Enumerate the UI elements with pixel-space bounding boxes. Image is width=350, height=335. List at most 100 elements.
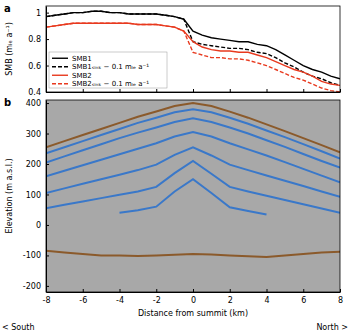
tick-mark: [120, 289, 121, 292]
plot-frame: [46, 100, 340, 292]
tick-mark: [230, 89, 231, 92]
tick-mark: [340, 289, 341, 292]
tick: 0: [36, 221, 49, 230]
tick-label: -6: [79, 296, 87, 305]
tick: 2: [228, 289, 233, 305]
legend-label: SMB2: [72, 72, 92, 80]
tick: [156, 89, 157, 92]
tick: -200: [23, 282, 49, 291]
legend-swatch: [52, 75, 68, 76]
tick-mark: [83, 89, 84, 92]
tick-label: 1: [36, 9, 41, 18]
tick-mark: [46, 134, 49, 135]
plot-area: [46, 11, 340, 92]
tick-label: -4: [116, 296, 124, 305]
tick-label: -200: [23, 282, 41, 291]
legend-swatch: [52, 58, 68, 59]
tick-mark: [340, 89, 341, 92]
y-axis-title: Elevation (m a.s.l.): [5, 158, 14, 233]
tick-label: 0.8: [28, 35, 41, 44]
series-line: [46, 251, 340, 257]
tick: [267, 89, 268, 92]
panel-0: 0.4 0.6 0.8 1 a SMB (mᵢₑ a⁻¹) SMB1SMB1ₛᵢₙₖ − 0…: [4, 3, 341, 97]
tick: 8: [338, 289, 343, 305]
legend-swatch: [52, 66, 68, 67]
tick-label: 0.6: [28, 62, 41, 71]
series-line: [46, 11, 340, 85]
tick-label: 300: [26, 130, 41, 139]
plot-area: [46, 103, 340, 257]
tick: -100: [23, 251, 49, 260]
y-axis: -200 -100 0 100 200 300 400: [23, 99, 49, 292]
panel-1: -8 -6 -4 -2 0 2 4 6 8 -200 -100 0 100 200 300 400 b Eleva…: [2, 97, 348, 332]
axis-line: [46, 7, 47, 93]
tick-label: 400: [26, 99, 41, 108]
x-axis: -8 -6 -4 -2 0 2 4 6 8: [43, 289, 344, 305]
tick-mark: [46, 103, 49, 104]
tick-mark: [46, 225, 49, 226]
tick: [230, 89, 231, 92]
tick: 4: [264, 289, 269, 305]
tick-mark: [120, 89, 121, 92]
legend-label: SMB1: [72, 55, 92, 63]
tick-label: 0: [191, 296, 196, 305]
tick: -2: [153, 289, 161, 305]
series-line: [46, 23, 340, 85]
series-line: [120, 179, 267, 214]
tick-label: 0.4: [28, 88, 41, 97]
tick-mark: [193, 89, 194, 92]
tick-label: 2: [228, 296, 233, 305]
series-line: [46, 132, 340, 182]
legend-label: SMB1ₛᵢₙₖ − 0.1 mᵢₑ a⁻¹: [72, 63, 149, 71]
tick-mark: [156, 289, 157, 292]
tick-mark: [46, 255, 49, 256]
annotation: < South: [2, 323, 35, 332]
tick-label: 8: [338, 296, 343, 305]
plot-frame: [46, 6, 340, 92]
tick: 0.6: [28, 62, 49, 71]
tick-mark: [83, 289, 84, 292]
tick-label: -8: [43, 296, 51, 305]
annotation: North >: [316, 323, 348, 332]
tick: 100: [26, 191, 49, 200]
tick-label: 0: [36, 221, 41, 230]
series-line: [46, 147, 340, 197]
legend-box: [49, 52, 167, 88]
tick-mark: [46, 13, 49, 14]
radar-background: [46, 100, 340, 292]
tick: 1: [36, 9, 49, 18]
series-line: [46, 23, 340, 92]
tick-mark: [156, 89, 157, 92]
tick-label: 4: [264, 296, 269, 305]
tick-mark: [230, 289, 231, 292]
tick: 0.4: [28, 88, 49, 97]
tick-mark: [267, 89, 268, 92]
tick-label: 6: [301, 296, 306, 305]
tick: [83, 89, 84, 92]
series-line: [46, 161, 340, 213]
panel-label: a: [4, 3, 11, 14]
legend-label: SMB2ₛᵢₙₖ − 0.1 mᵢₑ a⁻¹: [72, 80, 149, 88]
tick: [193, 89, 194, 92]
tick: 400: [26, 99, 49, 108]
tick-mark: [46, 39, 49, 40]
tick-mark: [303, 89, 304, 92]
tick-label: -2: [153, 296, 161, 305]
y-axis: 0.4 0.6 0.8 1: [28, 7, 49, 98]
tick: -6: [79, 289, 87, 305]
axis-line: [47, 92, 341, 93]
panel-label: b: [4, 97, 11, 108]
tick-mark: [193, 289, 194, 292]
series-line: [46, 103, 340, 152]
axis-line: [46, 101, 47, 293]
tick: 200: [26, 160, 49, 169]
tick: 0.8: [28, 35, 49, 44]
legend-swatch: [52, 83, 68, 84]
figure: 0.4 0.6 0.8 1 a SMB (mᵢₑ a⁻¹) SMB1SMB1ₛᵢₙₖ − 0…: [0, 0, 350, 335]
legend: SMB1SMB1ₛᵢₙₖ − 0.1 mᵢₑ a⁻¹SMB2SMB2ₛᵢₙₖ −…: [49, 52, 167, 88]
x-axis: [47, 89, 341, 93]
y-axis-title: SMB (mᵢₑ a⁻¹): [5, 22, 14, 76]
tick-mark: [46, 194, 49, 195]
tick-mark: [267, 289, 268, 292]
tick-mark: [46, 286, 49, 287]
